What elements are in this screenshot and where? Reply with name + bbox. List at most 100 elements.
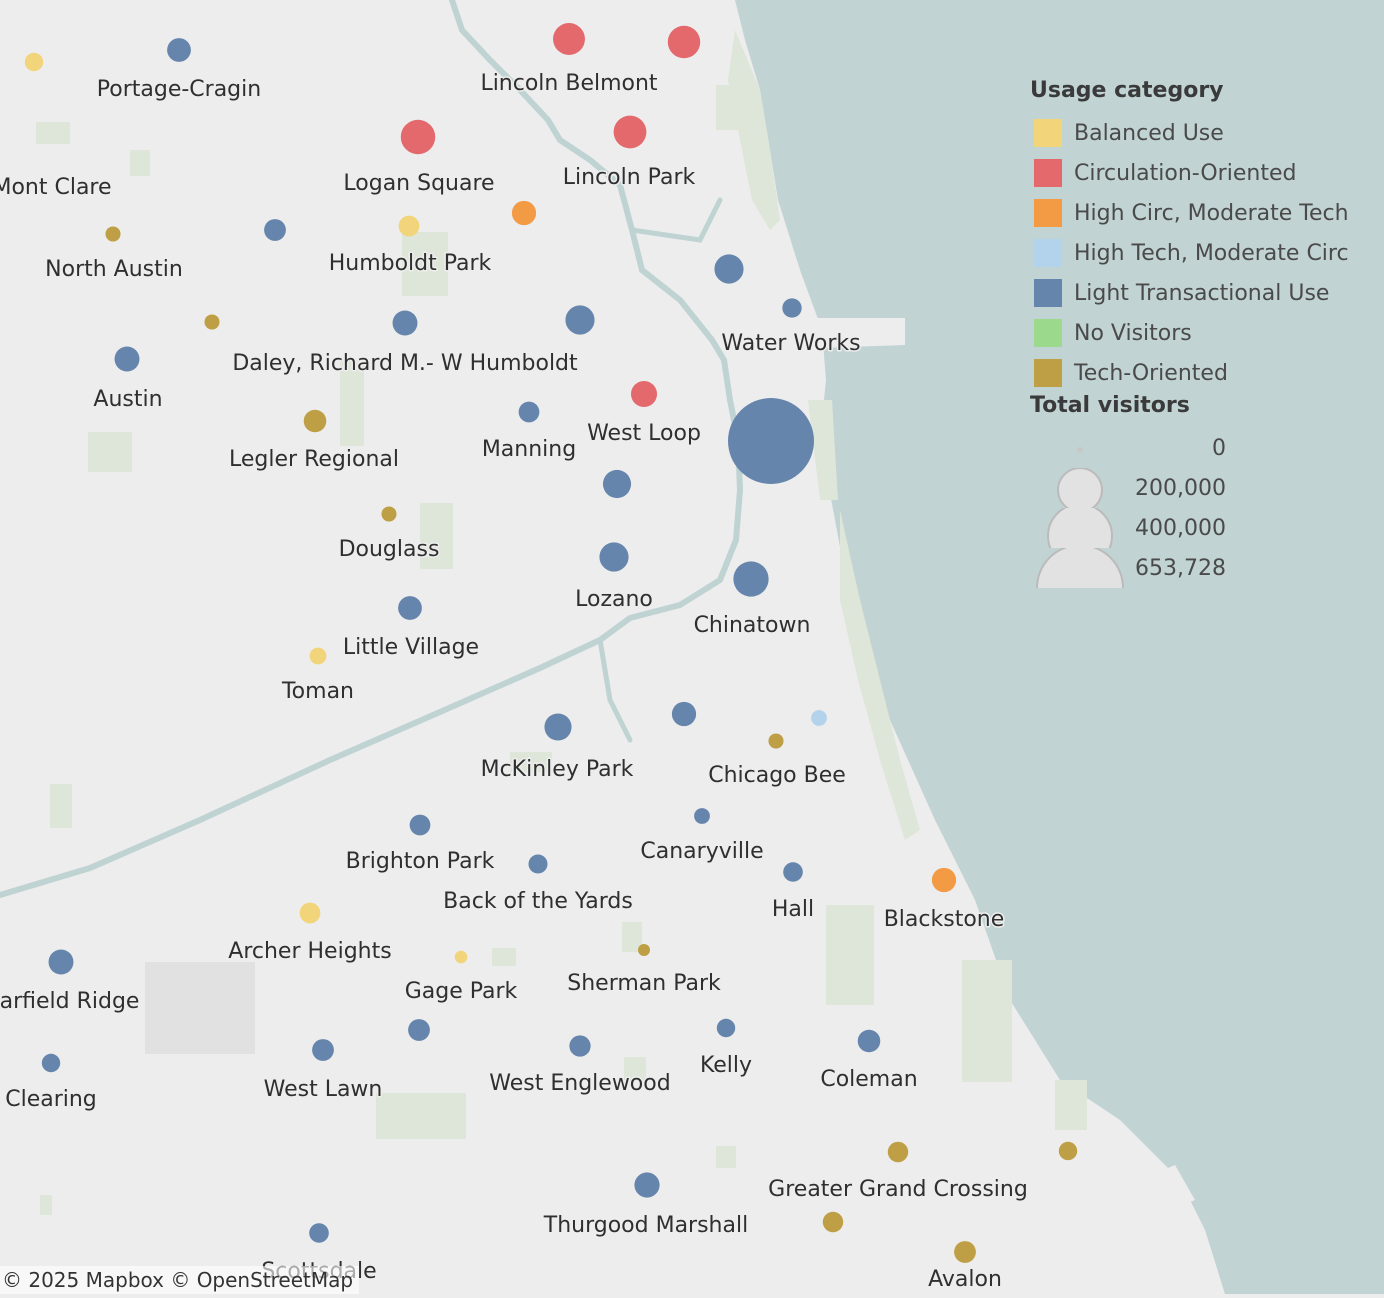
library-marker[interactable]: [49, 950, 74, 975]
library-marker[interactable]: [544, 713, 571, 740]
library-label: North Austin: [45, 257, 183, 282]
library-marker[interactable]: [783, 862, 803, 882]
library-marker[interactable]: [393, 311, 418, 336]
library-marker[interactable]: [1059, 1142, 1077, 1160]
legend-item[interactable]: High Tech, Moderate Circ: [1030, 233, 1370, 273]
legend-size-row: 400,000: [1030, 508, 1370, 548]
library-marker[interactable]: [638, 944, 650, 956]
legend-item[interactable]: Tech-Oriented: [1030, 353, 1370, 393]
library-label: West Loop: [587, 421, 701, 446]
library-marker[interactable]: [823, 1212, 843, 1232]
legend-swatch: [1034, 119, 1062, 147]
library-label: Douglass: [339, 537, 440, 562]
map-attribution[interactable]: © 2025 Mapbox © OpenStreetMap: [0, 1266, 359, 1294]
library-marker[interactable]: [768, 733, 783, 748]
library-marker[interactable]: [733, 561, 768, 596]
library-label: Kelly: [700, 1053, 752, 1078]
library-label: Portage-Cragin: [97, 77, 261, 102]
library-marker[interactable]: [565, 305, 594, 334]
library-marker[interactable]: [528, 854, 547, 873]
legend-size-row: 200,000: [1030, 468, 1370, 508]
library-marker[interactable]: [42, 1054, 60, 1072]
legend-item[interactable]: No Visitors: [1030, 313, 1370, 353]
library-marker[interactable]: [634, 1172, 659, 1197]
library-marker[interactable]: [408, 1019, 430, 1041]
library-marker[interactable]: [105, 226, 120, 241]
size-symbol: [1030, 428, 1130, 468]
size-symbol: [1030, 468, 1130, 508]
library-label: Chinatown: [694, 613, 811, 638]
library-label: Blackstone: [884, 907, 1005, 932]
library-label: Water Works: [721, 331, 860, 356]
library-label: McKinley Park: [481, 757, 634, 782]
library-marker[interactable]: [519, 402, 540, 423]
legend-item[interactable]: Light Transactional Use: [1030, 273, 1370, 313]
library-label: Avalon: [928, 1267, 1002, 1292]
library-marker[interactable]: [811, 710, 827, 726]
library-marker[interactable]: [25, 53, 43, 71]
library-marker[interactable]: [304, 410, 327, 433]
library-label: Sherman Park: [567, 971, 721, 996]
legend-item-label: Tech-Oriented: [1074, 361, 1228, 386]
library-marker[interactable]: [954, 1241, 976, 1263]
library-marker[interactable]: [204, 314, 219, 329]
library-label: Toman: [281, 679, 354, 704]
library-label: Brighton Park: [346, 849, 495, 874]
library-label: Clearing: [5, 1087, 97, 1112]
library-marker[interactable]: [932, 868, 956, 892]
library-marker[interactable]: [300, 903, 321, 924]
size-symbol: [1030, 548, 1130, 588]
library-marker[interactable]: [167, 38, 191, 62]
library-marker[interactable]: [631, 381, 657, 407]
library-marker[interactable]: [398, 596, 422, 620]
size-symbol: [1030, 508, 1130, 548]
library-marker[interactable]: [728, 398, 814, 484]
library-marker[interactable]: [410, 815, 431, 836]
library-label: Thurgood Marshall: [543, 1213, 748, 1238]
library-marker[interactable]: [672, 702, 696, 726]
library-marker[interactable]: [714, 254, 743, 283]
legend-size-title: Total visitors: [1030, 393, 1370, 418]
library-marker[interactable]: [381, 506, 396, 521]
library-label: Manning: [482, 437, 576, 462]
library-marker[interactable]: [455, 951, 468, 964]
library-marker[interactable]: [312, 1039, 334, 1061]
library-marker[interactable]: [782, 298, 801, 317]
library-marker[interactable]: [553, 23, 585, 55]
legend-item[interactable]: Balanced Use: [1030, 113, 1370, 153]
library-marker[interactable]: [614, 116, 647, 149]
legend-size-label: 653,728: [1135, 556, 1226, 581]
library-marker[interactable]: [694, 808, 710, 824]
library-marker[interactable]: [115, 347, 140, 372]
library-label: Lozano: [575, 587, 653, 612]
library-marker[interactable]: [309, 1223, 329, 1243]
library-marker[interactable]: [264, 219, 286, 241]
library-label: Lincoln Belmont: [480, 71, 657, 96]
legend-item[interactable]: High Circ, Moderate Tech: [1030, 193, 1370, 233]
library-label: Chicago Bee: [708, 763, 846, 788]
library-marker[interactable]: [310, 648, 327, 665]
library-marker[interactable]: [569, 1035, 590, 1056]
library-marker[interactable]: [668, 26, 700, 58]
library-marker[interactable]: [888, 1142, 908, 1162]
legend-item-label: Circulation-Oriented: [1074, 161, 1296, 186]
legend-item-label: High Tech, Moderate Circ: [1074, 241, 1349, 266]
library-marker[interactable]: [399, 216, 420, 237]
library-marker[interactable]: [512, 201, 536, 225]
library-label: Hall: [772, 897, 814, 922]
legend-item[interactable]: Circulation-Oriented: [1030, 153, 1370, 193]
library-label: Austin: [93, 387, 162, 412]
library-label: Legler Regional: [229, 447, 399, 472]
library-marker[interactable]: [401, 120, 435, 154]
library-marker[interactable]: [717, 1019, 735, 1037]
midway-airport: [145, 962, 255, 1054]
legend-swatch: [1034, 159, 1062, 187]
legend-swatch: [1034, 199, 1062, 227]
library-marker[interactable]: [603, 470, 631, 498]
library-marker[interactable]: [599, 542, 628, 571]
legend-size-label: 400,000: [1135, 516, 1226, 541]
legend-category-list: Balanced Use Circulation-Oriented High Cir…: [1030, 113, 1370, 393]
legend-size-row: 653,728: [1030, 548, 1370, 588]
library-marker[interactable]: [858, 1030, 881, 1053]
